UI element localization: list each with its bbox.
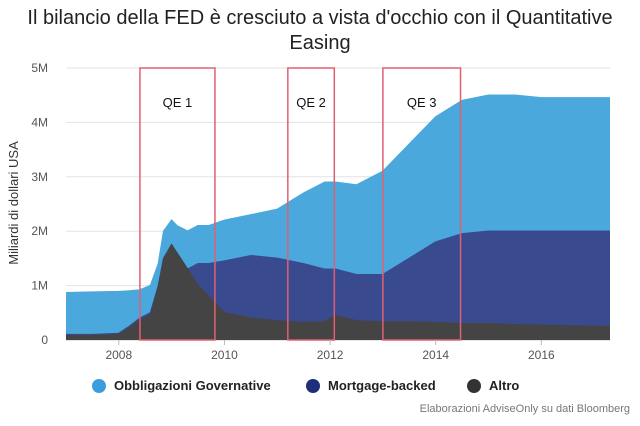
source-note: Elaborazioni AdviseOnly su dati Bloomber…	[419, 403, 630, 415]
x-tick-label: 2016	[528, 348, 555, 362]
x-tick-label: 2012	[317, 348, 344, 362]
area-outline	[65, 94, 610, 294]
y-tick-label: 0	[41, 333, 48, 347]
legend-item-obbligazioni[interactable]: Obbligazioni Governative	[92, 378, 271, 393]
qe-box	[382, 67, 462, 341]
area-outline	[66, 230, 610, 336]
qe-label: QE 1	[163, 95, 193, 110]
x-tick-label: 2014	[422, 348, 449, 362]
x-tick-label: 2010	[211, 348, 238, 362]
x-tick-label: 2008	[105, 348, 132, 362]
y-tick-label: 4M	[31, 115, 48, 129]
y-tick-label: 2M	[31, 224, 48, 238]
qe-label: QE 3	[407, 95, 437, 110]
qe-box	[139, 67, 216, 341]
legend-label: Obbligazioni Governative	[114, 378, 271, 393]
area-altro	[66, 244, 610, 340]
y-tick-label: 5M	[31, 61, 48, 75]
legend-item-altro[interactable]: Altro	[467, 378, 519, 393]
x-axis-ticks: 2008 2010 2012 2014 2016	[105, 340, 555, 362]
legend-dot-icon	[306, 378, 320, 393]
y-tick-label: 3M	[31, 170, 48, 184]
legend-dot-icon	[92, 378, 106, 393]
qe-box	[287, 67, 336, 341]
qe-label: QE 2	[296, 95, 326, 110]
y-tick-label: 1M	[31, 279, 48, 293]
legend-dot-icon	[467, 378, 481, 393]
qe-annotations: QE 1 QE 2 QE 3	[139, 67, 462, 341]
legend: Obbligazioni Governative Mortgage-backed…	[0, 378, 640, 402]
legend-item-mortgage[interactable]: Mortgage-backed	[306, 378, 436, 393]
area-outline	[66, 243, 610, 337]
chart-title-text: Il bilancio della FED è cresciuto a vist…	[27, 7, 613, 54]
legend-label: Mortgage-backed	[328, 378, 436, 393]
y-axis-title: Miliardi di dollari USA	[6, 141, 21, 265]
legend-label: Altro	[489, 378, 520, 393]
area-series	[65, 94, 610, 340]
y-axis-ticks: 0 1M 2M 3M 4M 5M	[31, 61, 48, 347]
chart-title: Il bilancio della FED è cresciuto a vist…	[0, 6, 640, 56]
